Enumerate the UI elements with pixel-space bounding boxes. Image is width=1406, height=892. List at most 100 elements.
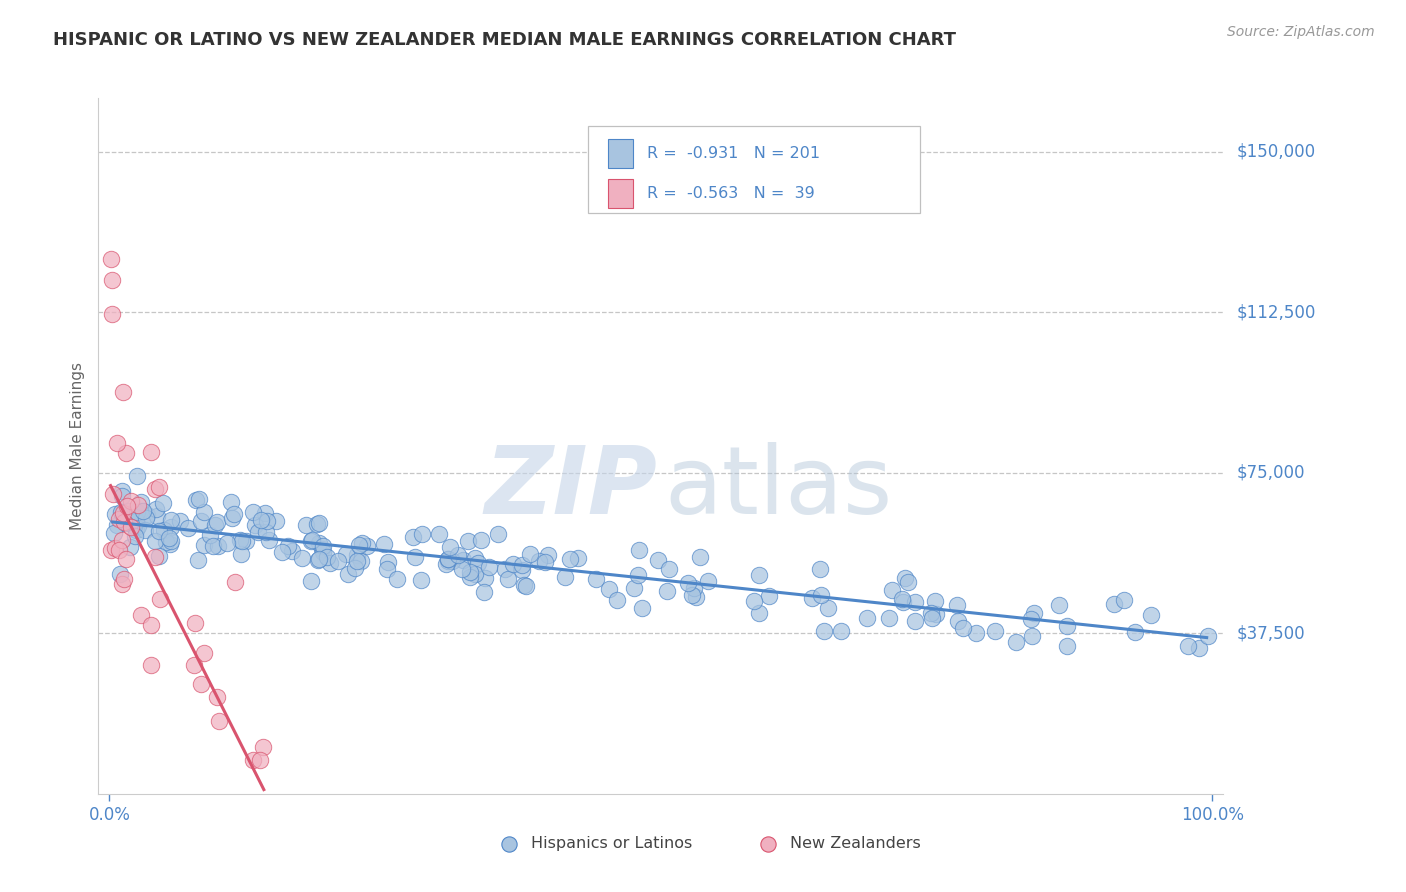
Text: R =  -0.931   N = 201: R = -0.931 N = 201 <box>647 146 821 161</box>
Point <box>567 551 589 566</box>
Point <box>136 508 159 522</box>
Point <box>159 513 181 527</box>
Point <box>308 516 330 530</box>
FancyBboxPatch shape <box>588 126 920 213</box>
Point <box>347 538 370 552</box>
Point <box>122 519 145 533</box>
Point <box>891 595 914 609</box>
Point <box>747 606 769 620</box>
Point <box>627 543 650 558</box>
Point <box>129 504 152 518</box>
Point <box>470 533 492 547</box>
Point <box>880 583 903 598</box>
Point <box>205 690 228 705</box>
Point <box>457 533 479 548</box>
Point <box>111 506 134 520</box>
Point <box>946 598 969 612</box>
Point <box>658 562 681 576</box>
Point <box>127 518 149 533</box>
Point <box>299 534 322 549</box>
Point <box>139 617 162 632</box>
Point <box>758 590 780 604</box>
Point <box>115 500 138 514</box>
Text: ZIP: ZIP <box>485 442 658 533</box>
Point <box>436 551 458 566</box>
Point <box>436 554 458 568</box>
Point <box>129 607 152 622</box>
Point <box>486 526 509 541</box>
Point <box>190 677 212 691</box>
Point <box>159 533 181 548</box>
Point <box>115 446 138 460</box>
Point <box>890 591 912 606</box>
Point <box>271 545 294 559</box>
Point <box>921 610 943 624</box>
Point <box>1123 624 1146 639</box>
Point <box>124 529 146 543</box>
Point <box>105 517 128 532</box>
Point <box>111 483 134 498</box>
Point <box>264 514 287 528</box>
Point <box>114 516 136 530</box>
Point <box>474 571 496 585</box>
Point <box>254 524 277 539</box>
Point <box>458 570 481 584</box>
Point <box>437 552 460 566</box>
Point <box>157 531 180 545</box>
Text: $75,000: $75,000 <box>1237 464 1306 482</box>
Point <box>294 517 316 532</box>
Point <box>1022 606 1045 620</box>
Point <box>135 511 157 525</box>
Point <box>877 611 900 625</box>
Point <box>1056 619 1078 633</box>
Point <box>125 514 148 528</box>
Point <box>245 518 267 533</box>
Point <box>335 547 357 561</box>
Point <box>502 557 524 571</box>
Point <box>229 547 252 561</box>
Point <box>1140 607 1163 622</box>
Point <box>111 576 134 591</box>
Point <box>110 489 132 503</box>
Point <box>683 581 706 595</box>
Point <box>554 570 576 584</box>
Point <box>447 548 470 562</box>
Point <box>193 646 215 660</box>
Point <box>529 554 551 568</box>
Point <box>647 553 669 567</box>
Point <box>460 565 482 579</box>
Point <box>125 523 148 537</box>
Point <box>114 551 136 566</box>
Point <box>204 517 226 532</box>
Point <box>143 550 166 565</box>
Point <box>148 480 170 494</box>
Point <box>103 525 125 540</box>
Point <box>464 566 486 581</box>
Point <box>139 658 162 673</box>
Point <box>235 534 257 549</box>
Point <box>510 558 533 573</box>
Point <box>207 539 229 553</box>
Point <box>155 535 177 549</box>
Point <box>467 556 489 570</box>
Point <box>301 533 323 547</box>
Point <box>184 616 207 631</box>
Point <box>208 714 231 728</box>
Point <box>160 520 183 534</box>
Point <box>205 515 228 529</box>
Point <box>681 588 703 602</box>
Point <box>920 606 942 620</box>
Point <box>200 528 222 542</box>
Point <box>193 538 215 552</box>
Point <box>124 512 146 526</box>
Point <box>817 600 839 615</box>
Point <box>103 487 125 501</box>
Point <box>439 540 461 554</box>
Point <box>409 574 432 588</box>
Point <box>404 549 426 564</box>
Point <box>893 571 915 585</box>
Point <box>631 600 654 615</box>
Point <box>122 508 145 523</box>
Point <box>193 505 215 519</box>
Point <box>346 554 368 568</box>
